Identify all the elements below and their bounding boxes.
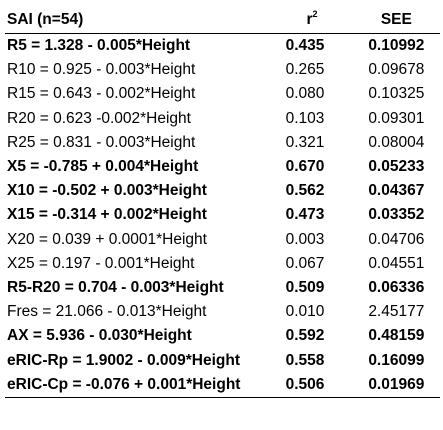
table-body: R5 = 1.328 - 0.005*Height 0.435 0.10992 … xyxy=(5,34,440,398)
table-header-row: SAI (n=54) r2 SEE xyxy=(5,6,440,34)
cell-see: 0.01969 xyxy=(352,372,440,398)
cell-r2: 0.080 xyxy=(285,85,325,103)
cell-r2: 0.321 xyxy=(285,133,325,151)
cell-see: 2.45177 xyxy=(368,303,425,321)
table-row: X10 = -0.502 + 0.003*Height 0.562 0.0436… xyxy=(5,179,440,203)
table-row: R15 = 0.643 - 0.002*Height 0.080 0.10325 xyxy=(5,82,440,106)
cell-see: 0.10325 xyxy=(368,85,425,103)
cell-equation: X20 = 0.039 + 0.0001*Height xyxy=(7,230,207,248)
table-row: R5 = 1.328 - 0.005*Height 0.435 0.10992 xyxy=(5,34,440,59)
cell-equation: X25 = 0.197 - 0.001*Height xyxy=(7,254,195,272)
cell-see: 0.03352 xyxy=(368,206,425,224)
cell-see: 0.09301 xyxy=(368,109,425,127)
header-r2-base: r xyxy=(306,10,313,28)
cell-r2: 0.592 xyxy=(285,327,325,345)
header-r2: r2 xyxy=(271,6,353,34)
cell-equation: R10 = 0.925 - 0.003*Height xyxy=(7,61,196,79)
cell-equation: AX = 5.936 - 0.030*Height xyxy=(7,327,192,345)
cell-equation: R5 = 1.328 - 0.005*Height xyxy=(7,37,191,55)
cell-see: 0.48159 xyxy=(368,327,425,345)
table-row: X25 = 0.197 - 0.001*Height 0.067 0.04551 xyxy=(5,252,440,276)
cell-r2: 0.010 xyxy=(285,303,325,321)
table-row: R10 = 0.925 - 0.003*Height 0.265 0.09678 xyxy=(5,58,440,82)
cell-r2: 0.265 xyxy=(285,61,325,79)
cell-r2: 0.003 xyxy=(285,230,325,248)
header-r2-superscript: 2 xyxy=(312,8,318,19)
cell-r2: 0.103 xyxy=(285,109,325,127)
cell-equation: R20 = 0.623 -0.002*Height xyxy=(7,109,191,127)
table-row: X20 = 0.039 + 0.0001*Height 0.003 0.0470… xyxy=(5,228,440,252)
cell-r2: 0.506 xyxy=(271,372,353,398)
cell-see: 0.09678 xyxy=(368,61,425,79)
cell-equation: eRIC-Rp = 1.9002 - 0.009*Height xyxy=(7,351,241,369)
cell-equation: X5 = -0.785 + 0.004*Height xyxy=(7,158,199,176)
table-row: X5 = -0.785 + 0.004*Height 0.670 0.05233 xyxy=(5,155,440,179)
cell-see: 0.05233 xyxy=(368,158,425,176)
cell-see: 0.06336 xyxy=(368,278,425,296)
cell-r2: 0.435 xyxy=(285,37,325,55)
table-row: R5-R20 = 0.704 - 0.003*Height 0.509 0.06… xyxy=(5,276,440,300)
table-row: eRIC-Rp = 1.9002 - 0.009*Height 0.558 0.… xyxy=(5,348,440,372)
cell-see: 0.08004 xyxy=(368,133,425,151)
cell-equation: R15 = 0.643 - 0.002*Height xyxy=(7,85,196,103)
cell-see: 0.16099 xyxy=(368,351,425,369)
cell-equation: X15 = -0.314 + 0.002*Height xyxy=(7,206,207,224)
table-row: Fres = 21.066 - 0.013*Height 0.010 2.451… xyxy=(5,300,440,324)
cell-r2: 0.562 xyxy=(285,182,325,200)
cell-see: 0.04706 xyxy=(368,230,425,248)
cell-see: 0.04367 xyxy=(368,182,425,200)
header-equation: SAI (n=54) xyxy=(5,6,272,34)
cell-r2: 0.067 xyxy=(285,254,325,272)
cell-r2: 0.558 xyxy=(285,351,325,369)
table-row: eRIC-Cp = -0.076 + 0.001*Height 0.506 0.… xyxy=(5,372,440,398)
cell-r2: 0.670 xyxy=(285,158,325,176)
regression-table-container: SAI (n=54) r2 SEE R5 = 1.328 - 0.005*Hei… xyxy=(5,6,440,398)
cell-r2: 0.473 xyxy=(285,206,325,224)
regression-table: SAI (n=54) r2 SEE R5 = 1.328 - 0.005*Hei… xyxy=(5,6,440,398)
table-row: R25 = 0.831 - 0.003*Height 0.321 0.08004 xyxy=(5,131,440,155)
cell-equation: R5-R20 = 0.704 - 0.003*Height xyxy=(7,278,224,296)
table-row: AX = 5.936 - 0.030*Height 0.592 0.48159 xyxy=(5,324,440,348)
table-row: R20 = 0.623 -0.002*Height 0.103 0.09301 xyxy=(5,107,440,131)
cell-equation: R25 = 0.831 - 0.003*Height xyxy=(7,133,196,151)
table-row: X15 = -0.314 + 0.002*Height 0.473 0.0335… xyxy=(5,203,440,227)
cell-see: 0.10992 xyxy=(368,37,425,55)
cell-see: 0.04551 xyxy=(368,254,425,272)
cell-r2: 0.509 xyxy=(285,278,325,296)
cell-equation: eRIC-Cp = -0.076 + 0.001*Height xyxy=(5,372,272,398)
header-see: SEE xyxy=(352,6,440,34)
cell-equation: Fres = 21.066 - 0.013*Height xyxy=(7,303,207,321)
cell-equation: X10 = -0.502 + 0.003*Height xyxy=(7,182,207,200)
